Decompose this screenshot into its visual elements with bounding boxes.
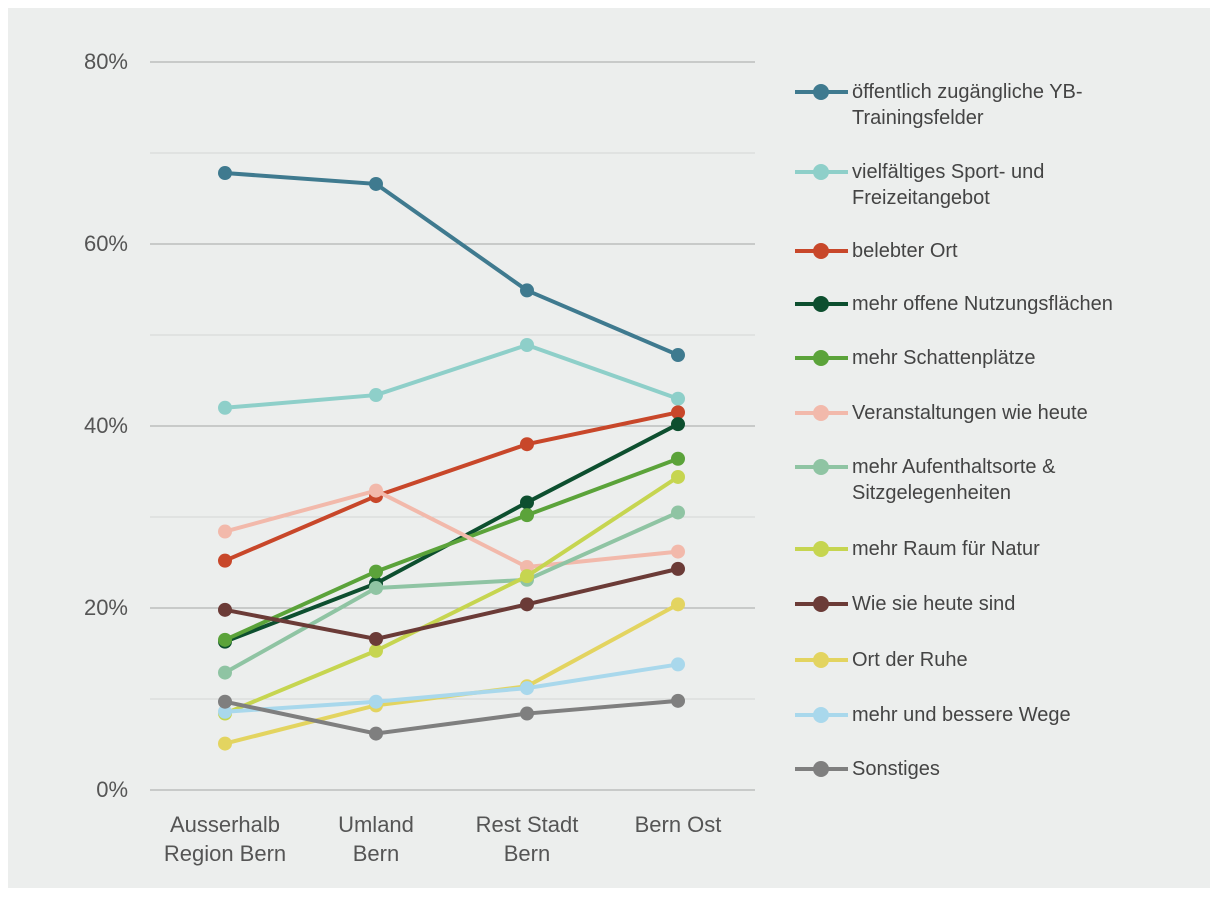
y-tick-label: 20% <box>83 595 128 620</box>
data-point <box>671 469 685 484</box>
legend-marker <box>813 761 829 777</box>
data-point <box>369 694 383 709</box>
legend-label: mehr Raum für Natur <box>852 538 1040 560</box>
data-point <box>520 338 534 353</box>
legend-marker <box>813 652 829 668</box>
data-point <box>218 602 232 617</box>
y-tick-label: 40% <box>83 413 128 438</box>
legend-label: Ort der Ruhe <box>852 649 968 671</box>
legend-marker <box>813 541 829 557</box>
series-line <box>224 342 679 410</box>
data-point <box>369 726 383 741</box>
data-point <box>218 400 232 415</box>
legend-marker <box>813 243 829 259</box>
data-point <box>671 544 685 559</box>
legend-label: Veranstaltungen wie heute <box>852 402 1088 424</box>
legend-label: mehr und bessere Wege <box>852 704 1071 726</box>
series-line <box>224 566 679 641</box>
data-point <box>218 553 232 568</box>
data-point <box>671 405 685 420</box>
series-line <box>224 510 679 675</box>
series-line <box>224 410 679 563</box>
chart-background <box>8 8 1210 888</box>
data-point <box>671 417 685 432</box>
data-point <box>369 643 383 658</box>
legend-marker <box>813 296 829 312</box>
data-point <box>671 693 685 708</box>
legend-marker <box>813 405 829 421</box>
data-point <box>218 694 232 709</box>
data-point <box>218 704 232 719</box>
data-point <box>520 706 534 721</box>
legend-label: mehr Schattenplätze <box>852 347 1036 369</box>
y-tick-label: 60% <box>83 231 128 256</box>
legend-label: belebter Ort <box>852 240 958 262</box>
data-point <box>671 451 685 466</box>
legend-marker <box>813 164 829 180</box>
series-line <box>224 662 679 714</box>
data-point <box>671 561 685 576</box>
legend-marker <box>813 707 829 723</box>
data-point <box>369 580 383 595</box>
data-point <box>369 176 383 191</box>
data-point <box>218 524 232 539</box>
series-line <box>224 475 680 716</box>
data-point <box>369 483 383 498</box>
data-point <box>520 597 534 612</box>
data-point <box>369 631 383 646</box>
data-point <box>671 597 685 612</box>
legend-label: mehr offene Nutzungsflächen <box>852 293 1113 315</box>
data-point <box>218 665 232 680</box>
x-tick-label: Rest Stadt Bern <box>475 812 579 866</box>
legend-label: Sonstiges <box>852 758 940 780</box>
data-point <box>671 391 685 406</box>
y-tick-label: 80% <box>83 49 128 74</box>
y-tick-label: 0% <box>96 777 128 802</box>
series-line <box>224 698 679 736</box>
data-point <box>520 569 534 584</box>
legend-label: mehr Aufenthaltsorte & Sitzgelegenheiten <box>852 456 1056 504</box>
data-point <box>671 505 685 520</box>
data-point <box>369 388 383 403</box>
series-line <box>224 456 679 642</box>
legend-marker <box>813 350 829 366</box>
data-point <box>671 348 685 363</box>
data-point <box>520 508 534 523</box>
legend-label: öffentlich zugängliche YB-Trainingsfelde… <box>852 81 1083 129</box>
legend-label: Wie sie heute sind <box>852 593 1016 615</box>
data-point <box>218 632 232 647</box>
data-point <box>218 736 232 751</box>
legend-label: vielfältiges Sport- und Freizeitangebot <box>852 161 1045 209</box>
legend-marker <box>813 459 829 475</box>
x-tick-label: Bern Ost <box>634 812 722 837</box>
legend-marker <box>813 596 829 612</box>
data-point <box>369 564 383 579</box>
x-tick-label: Umland Bern <box>338 812 414 866</box>
data-point <box>520 437 534 452</box>
data-point <box>520 283 534 298</box>
series-line <box>224 171 679 357</box>
data-point <box>218 166 232 181</box>
x-tick-label: Ausserhalb Region Bern <box>163 812 287 866</box>
data-point <box>671 657 685 672</box>
legend-marker <box>813 84 829 100</box>
data-point <box>520 495 534 510</box>
series-line <box>224 488 679 570</box>
data-point <box>520 681 534 696</box>
